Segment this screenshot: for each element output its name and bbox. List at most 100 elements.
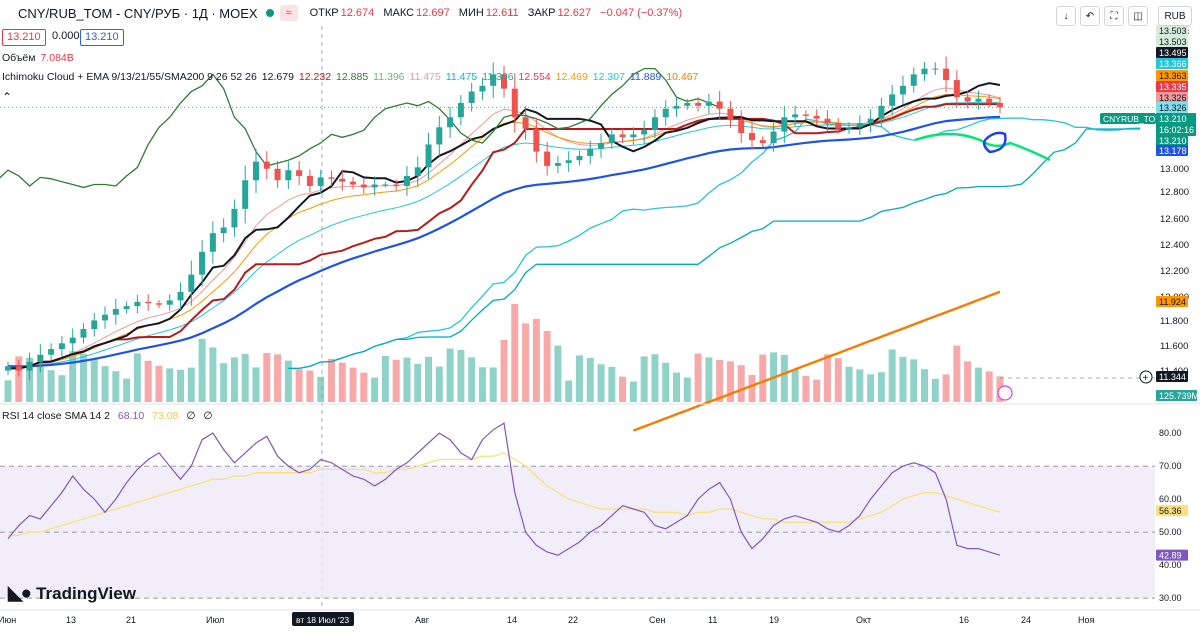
- volume-bar-74: [802, 375, 810, 402]
- volume-bar-32: [349, 367, 357, 402]
- lightning-icon: [997, 385, 1013, 401]
- candle-14: [155, 303, 162, 305]
- volume-bar-22: [241, 354, 249, 402]
- volume-bar-43: [468, 357, 476, 402]
- time-tick-3: Июл: [206, 615, 224, 625]
- candle-69: [749, 133, 755, 141]
- bid-price-box[interactable]: 13.210: [2, 29, 46, 46]
- candle-45: [490, 74, 497, 86]
- candle-87: [943, 68, 950, 81]
- volume-legend[interactable]: Объём 7.084B: [2, 52, 74, 64]
- candle-32: [350, 181, 357, 185]
- time-tick-1: 13: [66, 615, 76, 625]
- candle-63: [684, 102, 691, 106]
- candle-83: [899, 85, 906, 95]
- candle-75: [813, 115, 820, 119]
- candle-90: [975, 98, 982, 102]
- symbol-title[interactable]: CNY/RUB_TOM - CNY/РУБ · 1Д · MOEX: [18, 5, 258, 21]
- volume-bar-40: [435, 366, 443, 402]
- volume-bar-87: [942, 374, 950, 402]
- price-label-bg-0: [1156, 25, 1188, 36]
- time-tick-13: 24: [1021, 615, 1031, 625]
- ichimoku-legend-value-5: 11.475: [445, 71, 478, 83]
- volume-bar-28: [306, 370, 314, 402]
- price-label-10: 11.924: [1159, 297, 1186, 307]
- volume-bar-11: [123, 378, 131, 402]
- candle-36: [393, 184, 400, 186]
- candle-10: [112, 309, 119, 315]
- green-highlight-stroke: [914, 132, 1051, 162]
- candle-29: [317, 177, 324, 186]
- rsi-tick-0: 80.00: [1159, 428, 1182, 438]
- candle-84: [910, 74, 917, 86]
- download-icon[interactable]: ↓: [1056, 6, 1076, 26]
- volume-bar-86: [931, 379, 939, 402]
- volume-bar-12: [133, 353, 141, 402]
- candle-37: [403, 175, 410, 186]
- price-tick-1: 13.000: [1160, 164, 1189, 175]
- fullscreen-icon[interactable]: ⛶: [1104, 6, 1124, 26]
- undo-icon[interactable]: ↶: [1080, 6, 1100, 26]
- candle-79: [856, 123, 863, 128]
- volume-bar-42: [457, 350, 465, 402]
- candle-3: [37, 354, 44, 362]
- sma-200-line: [632, 290, 1001, 432]
- candle-7: [80, 329, 87, 338]
- approx-badge[interactable]: ≈: [279, 5, 298, 21]
- symbol-header: CNY/RUB_TOM - CNY/РУБ · 1Д · MOEX ≈ ОТКР…: [0, 0, 688, 26]
- volume-bar-83: [899, 356, 907, 402]
- candle-31: [339, 178, 346, 182]
- volume-bar-27: [295, 369, 303, 402]
- candle-30: [328, 177, 335, 179]
- price-tick-3: 12.600: [1160, 214, 1189, 225]
- ichimoku-legend[interactable]: Ichimoku Cloud + EMA 9/13/21/55/SMA200 9…: [2, 71, 699, 83]
- collapse-legend-icon[interactable]: ⌃: [2, 90, 13, 104]
- rsi-legend[interactable]: RSI 14 close SMA 14 2 68.10 73.08 ∅ ∅: [2, 410, 213, 422]
- volume-bar-75: [813, 379, 821, 402]
- volume-bar-44: [478, 367, 486, 402]
- candle-38: [414, 167, 421, 176]
- candle-55: [598, 143, 605, 149]
- candle-72: [781, 117, 788, 132]
- ichimoku-legend-value-8: 12.469: [555, 71, 588, 83]
- candle-82: [889, 94, 896, 106]
- price-label-12: 125.739M: [1159, 391, 1199, 401]
- volume-bar-7: [79, 353, 87, 402]
- volume-bar-88: [953, 345, 961, 402]
- volume-bar-41: [446, 348, 454, 402]
- candle-26: [285, 170, 292, 181]
- candle-88: [953, 80, 960, 98]
- rsi-tick-5: 42.89: [1159, 551, 1182, 561]
- volume-bar-53: [575, 355, 583, 402]
- ask-price-box[interactable]: 13.210: [80, 29, 124, 46]
- time-tick-12: 16: [959, 615, 969, 625]
- time-tick-7: 22: [568, 615, 578, 625]
- volume-bar-72: [780, 355, 788, 402]
- candle-27: [296, 170, 303, 176]
- volume-bar-49: [532, 318, 540, 402]
- price-label-bg-8: [1156, 135, 1188, 146]
- last-price-symbol-bg: [1100, 113, 1156, 124]
- volume-bar-37: [403, 357, 411, 402]
- candle-40: [436, 127, 443, 145]
- volume-bar-62: [673, 372, 681, 402]
- ohlc-values: ОТКР 12.674 МАКС 12.697 МИН 12.611 ЗАКР 12.6…: [309, 7, 683, 19]
- tradingview-logo-icon: ◣●: [8, 583, 32, 604]
- currency-select[interactable]: RUB: [1158, 6, 1192, 26]
- camera-icon[interactable]: ◫: [1128, 6, 1148, 26]
- candle-76: [824, 118, 831, 123]
- senkou-span-a-line: [288, 117, 1141, 370]
- volume-bar-16: [177, 369, 185, 402]
- volume-bar-82: [888, 349, 896, 402]
- candle-59: [641, 130, 648, 135]
- candle-44: [479, 85, 486, 92]
- volume-bar-6: [69, 351, 77, 402]
- volume-bar-64: [694, 353, 702, 402]
- price-label-bg-3: [1156, 58, 1188, 69]
- candle-71: [770, 131, 777, 144]
- volume-bar-21: [230, 357, 238, 402]
- time-axis: Июн 13 21 Июл вт 18 Июл '23 Авг 14 22 Сен 11 19 Окт…: [0, 609, 1200, 626]
- candle-89: [964, 97, 971, 102]
